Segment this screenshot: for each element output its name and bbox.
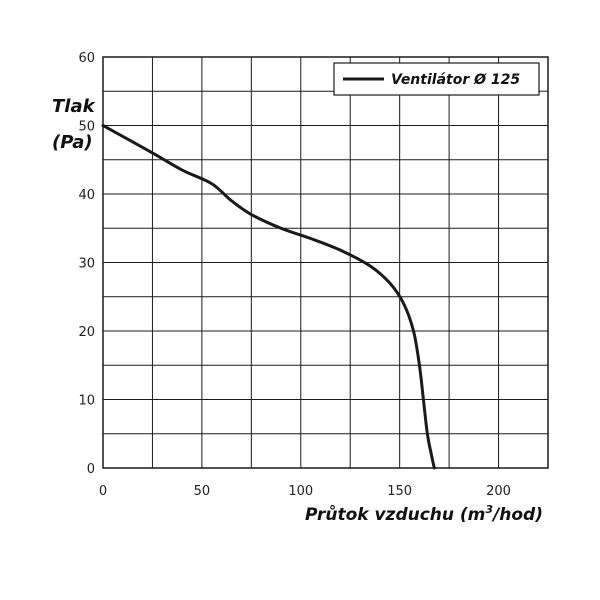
legend-label: Ventilátor Ø 125 — [391, 72, 520, 88]
x-axis-label-superscript: 3 — [485, 503, 493, 516]
grid — [103, 57, 548, 468]
plot-frame — [102, 56, 549, 469]
x-axis-label-end: /hod) — [491, 505, 543, 525]
series-line-ventilator-125 — [101, 124, 436, 470]
y-axis-label-line2: (Pa) — [52, 132, 93, 153]
y-tick-label: 30 — [78, 257, 95, 272]
x-tick-label: 50 — [194, 484, 211, 499]
y-tick-label: 20 — [78, 325, 95, 340]
x-tick-label: 100 — [288, 484, 313, 499]
y-tick-label: 0 — [87, 462, 95, 477]
y-axis-label-line1: Tlak — [52, 96, 96, 117]
y-tick-label: 60 — [78, 51, 95, 66]
y-tick-label: 40 — [78, 188, 95, 203]
y-tick-label: 50 — [78, 120, 95, 135]
x-axis-label: Průtok vzduchu (m3/hod) — [305, 503, 543, 525]
y-tick-label: 10 — [78, 394, 95, 409]
legend: Ventilátor Ø 125 — [333, 62, 540, 96]
x-axis-label-main: Průtok vzduchu (m — [305, 504, 485, 525]
x-axis-ticks: 0 50 100 150 200 — [99, 484, 511, 499]
x-tick-label: 200 — [486, 484, 511, 499]
y-axis-ticks: 0 10 20 30 40 50 60 — [78, 51, 95, 477]
x-tick-label: 0 — [99, 484, 107, 499]
x-tick-label: 150 — [387, 484, 412, 499]
